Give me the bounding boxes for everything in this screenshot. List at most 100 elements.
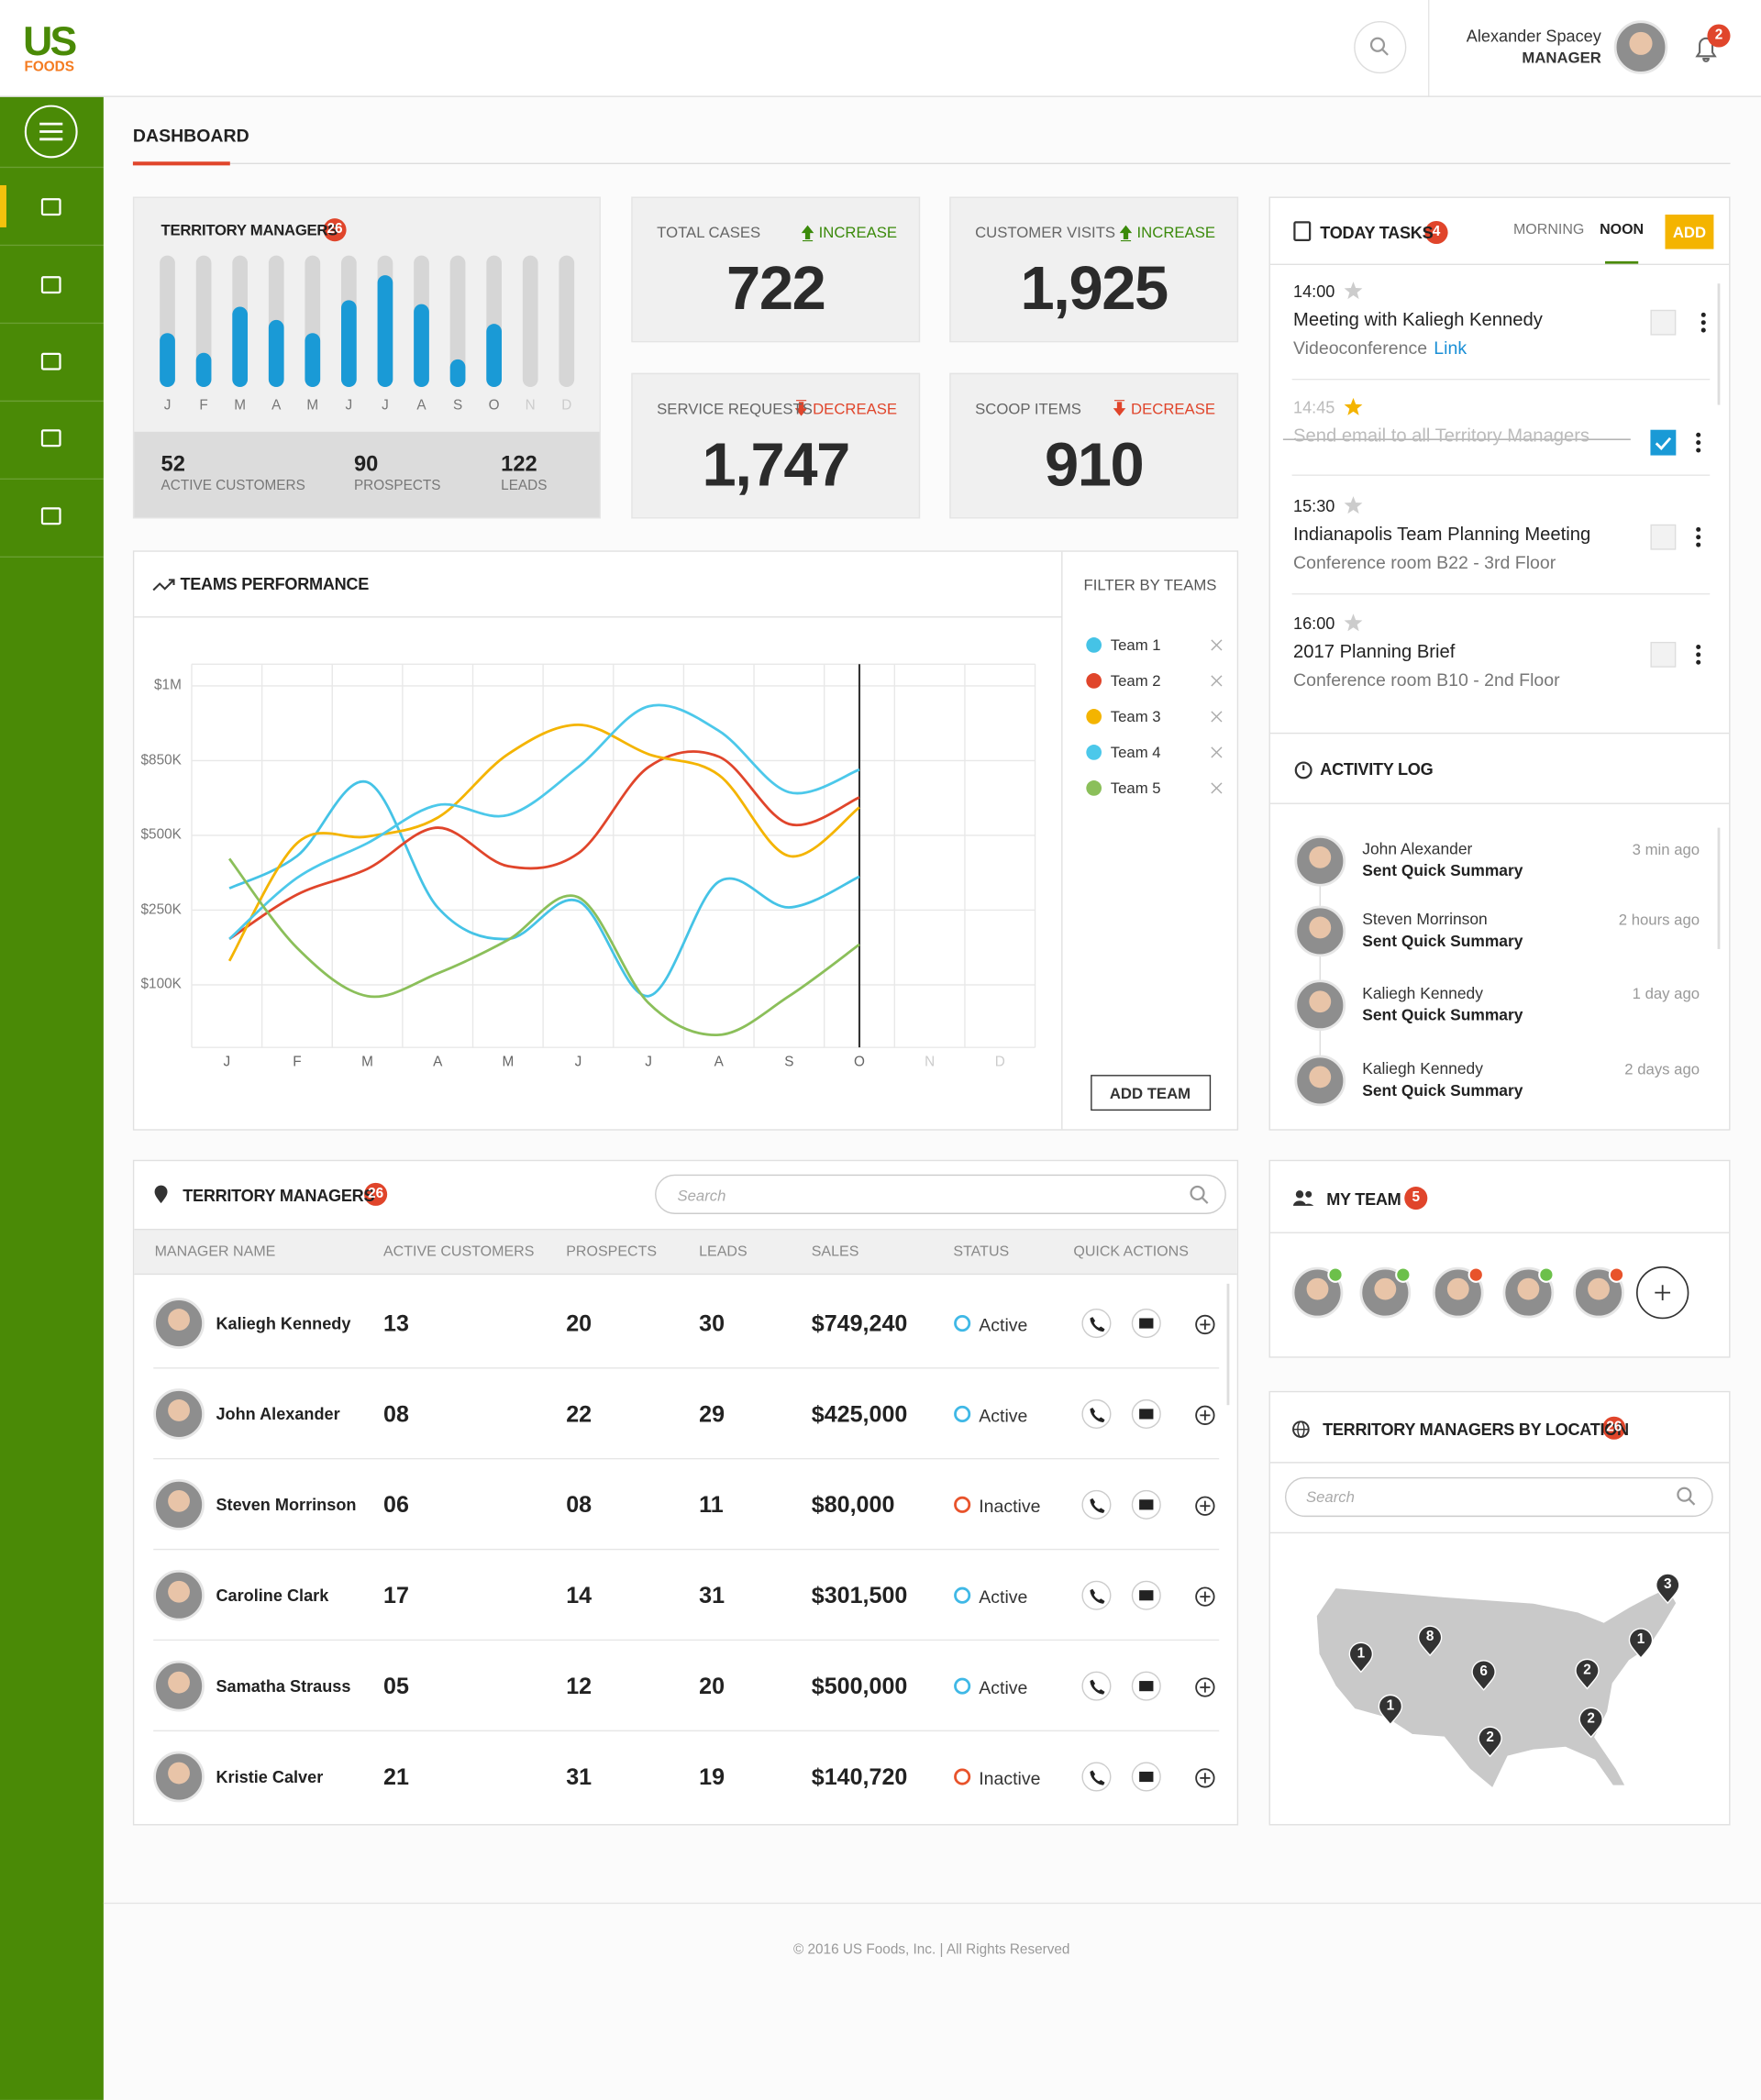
bar: [305, 333, 321, 388]
cell-value: 31: [566, 1763, 593, 1790]
search-button[interactable]: [1354, 20, 1407, 74]
menu-dots[interactable]: [1696, 448, 1701, 453]
nav-icon[interactable]: [40, 507, 61, 525]
map-pin[interactable]: [1378, 1694, 1403, 1726]
menu-dots[interactable]: [1700, 312, 1706, 317]
bar: [377, 275, 393, 388]
tab[interactable]: NOON: [1600, 222, 1645, 238]
map-pin[interactable]: [1417, 1625, 1443, 1657]
tab[interactable]: MORNING: [1512, 222, 1585, 238]
y-tick-label: $250K: [140, 901, 182, 918]
menu-dots[interactable]: [1696, 542, 1701, 547]
pin-count[interactable]: 6: [1479, 1663, 1488, 1679]
map-pin[interactable]: [1575, 1658, 1600, 1690]
map-pin[interactable]: [1656, 1573, 1680, 1605]
task-title: 2017 Planning Brief: [1293, 642, 1456, 663]
menu-dots[interactable]: [1700, 320, 1706, 326]
search-field[interactable]: [655, 1174, 1226, 1214]
menu-dots[interactable]: [1696, 432, 1701, 437]
badge-count: 4: [1432, 224, 1441, 240]
task-checkbox[interactable]: [1650, 309, 1677, 336]
pin-count[interactable]: 2: [1583, 1662, 1591, 1678]
map-pin[interactable]: [1348, 1641, 1374, 1674]
card-title: TERRITORY MANAGERS BY LOCATION: [1323, 1420, 1629, 1440]
call-button[interactable]: [1081, 1762, 1112, 1792]
menu-dots[interactable]: [1696, 526, 1701, 532]
call-button[interactable]: [1081, 1309, 1112, 1339]
menu-dots[interactable]: [1696, 652, 1701, 658]
more-button[interactable]: [1195, 1768, 1215, 1788]
call-button[interactable]: [1081, 1580, 1112, 1610]
nav-icon[interactable]: [40, 429, 61, 448]
search-field[interactable]: [1284, 1476, 1713, 1518]
remove-icon: [1211, 639, 1223, 651]
pin-count[interactable]: 1: [1357, 1645, 1366, 1662]
star[interactable]: [1344, 282, 1363, 300]
star[interactable]: [1344, 496, 1363, 514]
map-pin[interactable]: [1578, 1707, 1603, 1739]
map-pin[interactable]: [1478, 1726, 1502, 1758]
pin-count[interactable]: 2: [1587, 1710, 1595, 1727]
card-title: TODAY TASKS: [1320, 223, 1434, 242]
map-pin[interactable]: [1628, 1628, 1654, 1660]
task-time: 16:00: [1293, 613, 1335, 634]
search-icon: [1190, 1185, 1205, 1201]
legend-label[interactable]: Team 5: [1110, 779, 1161, 798]
nav-icon[interactable]: [40, 352, 61, 370]
pin-count[interactable]: 1: [1636, 1631, 1645, 1648]
status-indicator: [1395, 1266, 1412, 1283]
call-button[interactable]: [1081, 1671, 1112, 1701]
call-button[interactable]: [1081, 1398, 1112, 1429]
pin-count[interactable]: 8: [1425, 1629, 1434, 1645]
badge-count: 5: [1412, 1189, 1421, 1206]
menu-dots[interactable]: [1696, 659, 1701, 665]
button-label[interactable]: ADD TEAM: [1109, 1084, 1191, 1103]
pin-count[interactable]: 3: [1663, 1576, 1672, 1593]
nav-icon[interactable]: [40, 276, 61, 294]
manager-name: Kaliegh Kennedy: [216, 1313, 351, 1333]
task-checkbox[interactable]: [1650, 429, 1677, 456]
kpi-label: CUSTOMER VISITS: [975, 223, 1116, 242]
check-mark: [1655, 437, 1672, 450]
legend-label[interactable]: Team 1: [1110, 636, 1161, 655]
pin-count[interactable]: 2: [1486, 1730, 1494, 1746]
star[interactable]: [1344, 613, 1363, 632]
card-title: MY TEAM: [1326, 1189, 1401, 1210]
menu-button[interactable]: [24, 105, 78, 159]
kpi-value: 910: [1044, 431, 1145, 500]
x-tick-label: F: [199, 397, 208, 414]
legend-label[interactable]: Team 3: [1110, 707, 1161, 726]
pin-count[interactable]: 1: [1386, 1697, 1395, 1714]
add-button[interactable]: [1665, 215, 1714, 249]
menu-dots[interactable]: [1700, 327, 1706, 333]
footer-text: © 2016 US Foods, Inc. | All Rights Reser…: [792, 1941, 1070, 1958]
legend-label[interactable]: Team 2: [1110, 671, 1161, 691]
avatar-face: [1309, 1066, 1332, 1089]
more-button[interactable]: [1195, 1586, 1215, 1607]
phone-icon: [1090, 1317, 1105, 1332]
trend-arrow: [794, 400, 808, 416]
more-button[interactable]: [1195, 1677, 1215, 1697]
bar: [414, 304, 429, 388]
bell-icon[interactable]: [1695, 37, 1717, 62]
menu-dots[interactable]: [1696, 644, 1701, 650]
more-button[interactable]: [1195, 1314, 1215, 1335]
y-tick-label: $100K: [140, 976, 182, 992]
teams-performance-card: [132, 550, 1239, 1131]
add-team-button[interactable]: [1091, 1075, 1212, 1111]
cell-value: $140,720: [811, 1763, 908, 1790]
call-button[interactable]: [1081, 1489, 1112, 1520]
menu-dots[interactable]: [1696, 440, 1701, 446]
more-button[interactable]: [1195, 1405, 1215, 1425]
team-icon: [1295, 1190, 1304, 1199]
task-checkbox[interactable]: [1650, 641, 1677, 668]
button-label[interactable]: ADD: [1672, 223, 1707, 242]
more-button[interactable]: [1195, 1496, 1215, 1516]
map-pin[interactable]: [1471, 1660, 1496, 1691]
menu-dots[interactable]: [1696, 535, 1701, 540]
nav-icon[interactable]: [40, 198, 61, 216]
task-checkbox[interactable]: [1650, 524, 1677, 550]
legend-label[interactable]: Team 4: [1110, 743, 1161, 762]
star[interactable]: [1344, 397, 1363, 415]
task-link[interactable]: Link: [1434, 337, 1468, 359]
